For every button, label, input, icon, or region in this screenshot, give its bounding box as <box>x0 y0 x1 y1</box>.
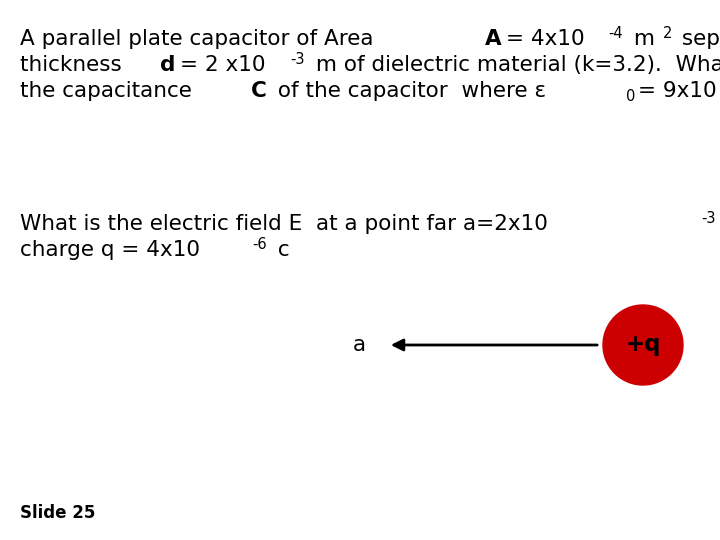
Text: +q: +q <box>625 334 661 356</box>
Text: 0: 0 <box>626 89 636 104</box>
Text: a: a <box>353 335 366 355</box>
Text: m of dielectric material (k=3.2).  What: m of dielectric material (k=3.2). What <box>309 55 720 75</box>
Text: charge q = 4x10: charge q = 4x10 <box>20 240 200 260</box>
Text: c: c <box>271 240 289 260</box>
Text: thickness: thickness <box>20 55 129 75</box>
Text: 2: 2 <box>663 26 672 41</box>
Text: -3: -3 <box>701 211 716 226</box>
Text: of the capacitor  where ε: of the capacitor where ε <box>271 81 546 101</box>
Text: Slide 25: Slide 25 <box>20 504 95 522</box>
Text: What is the electric field E  at a point far a=2x10: What is the electric field E at a point … <box>20 214 548 234</box>
Text: separated by: separated by <box>675 29 720 49</box>
Text: -4: -4 <box>608 26 623 41</box>
Text: A parallel plate capacitor of Area: A parallel plate capacitor of Area <box>20 29 380 49</box>
Text: = 9x10: = 9x10 <box>638 81 717 101</box>
Text: A: A <box>485 29 502 49</box>
Text: the capacitance: the capacitance <box>20 81 199 101</box>
Text: m: m <box>627 29 654 49</box>
Circle shape <box>603 305 683 385</box>
Text: -6: -6 <box>252 237 267 252</box>
Text: = 2 x10: = 2 x10 <box>180 55 266 75</box>
Text: = 4x10: = 4x10 <box>506 29 585 49</box>
Text: d: d <box>160 55 176 75</box>
Text: -3: -3 <box>290 52 305 67</box>
Text: C: C <box>251 81 266 101</box>
